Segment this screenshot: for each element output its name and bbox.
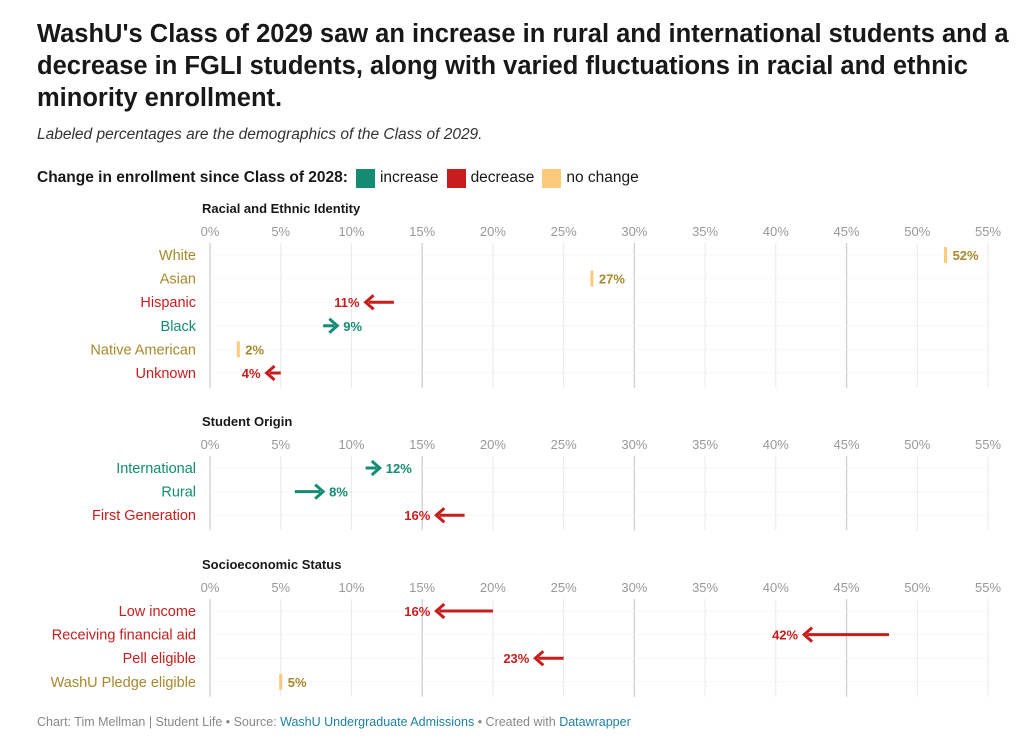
chart-footer: Chart: Tim Mellman | Student Life • Sour… <box>37 715 631 729</box>
category-label: Asian <box>160 272 196 288</box>
x-tick-label: 0% <box>201 437 220 452</box>
x-tick-label: 45% <box>834 437 860 452</box>
x-tick-label: 30% <box>621 437 647 452</box>
nochange-mark <box>236 341 240 358</box>
x-tick-label: 5% <box>271 437 290 452</box>
value-label: 11% <box>334 295 360 310</box>
x-tick-label: 15% <box>409 580 435 595</box>
x-tick-label: 25% <box>551 224 577 239</box>
x-tick-label: 30% <box>621 580 647 595</box>
value-label: 52% <box>953 248 979 263</box>
category-label: Unknown <box>136 366 196 382</box>
x-tick-label: 10% <box>338 437 364 452</box>
x-tick-label: 40% <box>763 580 789 595</box>
x-tick-label: 55% <box>975 437 1001 452</box>
arrow-head <box>264 364 276 382</box>
legend-label-decrease: decrease <box>470 169 535 186</box>
arrow-head <box>801 626 814 643</box>
value-label: 27% <box>599 272 625 287</box>
footer-credit: Chart: Tim Mellman | Student Life • Sour… <box>37 715 281 729</box>
category-label: Native American <box>90 342 196 358</box>
category-label: First Generation <box>92 508 196 524</box>
x-tick-label: 35% <box>692 224 718 239</box>
value-label: 42% <box>772 628 798 643</box>
x-tick-label: 15% <box>409 224 435 239</box>
category-label: Rural <box>161 485 196 501</box>
x-tick-label: 20% <box>480 224 506 239</box>
legend-swatch-increase <box>355 168 375 188</box>
x-tick-label: 20% <box>480 437 506 452</box>
x-tick-label: 50% <box>904 580 930 595</box>
chart-title: WashU's Class of 2029 saw an increase in… <box>37 20 1009 112</box>
value-label: 9% <box>343 319 362 334</box>
x-tick-label: 10% <box>338 224 364 239</box>
arrow-head <box>434 507 446 524</box>
legend-title: Change in enrollment since Class of 2028… <box>37 169 348 186</box>
category-label: International <box>116 461 196 477</box>
value-label: 4% <box>242 366 261 381</box>
x-tick-label: 0% <box>201 224 220 239</box>
category-label: White <box>159 248 196 264</box>
panel-title: Racial and Ethnic Identity <box>202 201 361 216</box>
legend: Change in enrollment since Class of 2028… <box>37 166 647 190</box>
x-tick-label: 35% <box>692 437 718 452</box>
panel-title: Student Origin <box>202 414 292 429</box>
x-tick-label: 40% <box>763 224 789 239</box>
x-tick-label: 30% <box>621 224 647 239</box>
category-label: WashU Pledge eligible <box>51 675 196 691</box>
x-tick-label: 40% <box>763 437 789 452</box>
x-tick-label: 25% <box>551 437 577 452</box>
category-label: Black <box>161 319 197 335</box>
arrow-head <box>434 602 446 620</box>
legend-label-increase: increase <box>379 169 439 186</box>
legend-swatch-decrease <box>446 168 466 188</box>
footer-created-with: • Created with <box>474 715 560 729</box>
x-tick-label: 45% <box>834 224 860 239</box>
value-label: 2% <box>245 342 264 357</box>
chart-subtitle: Labeled percentages are the demographics… <box>37 126 483 143</box>
panel-title: Socioeconomic Status <box>202 557 341 572</box>
x-tick-label: 10% <box>338 580 364 595</box>
legend-swatch-nochange <box>542 168 562 188</box>
x-tick-label: 25% <box>551 580 577 595</box>
nochange-mark <box>944 247 948 263</box>
arrow-head <box>370 459 383 477</box>
arrow-head <box>533 650 545 667</box>
arrow-head <box>314 483 326 500</box>
datawrapper-link[interactable]: Datawrapper <box>559 715 631 729</box>
x-tick-label: 35% <box>692 580 718 595</box>
x-tick-label: 55% <box>975 580 1001 595</box>
value-label: 12% <box>386 461 412 476</box>
nochange-mark <box>279 673 283 690</box>
source-link[interactable]: WashU Undergraduate Admissions <box>280 715 475 729</box>
x-tick-label: 50% <box>904 437 930 452</box>
arrow-head <box>363 294 375 311</box>
category-label: Receiving financial aid <box>52 628 196 644</box>
category-label: Low income <box>119 604 196 620</box>
x-tick-label: 5% <box>271 224 290 239</box>
x-tick-label: 5% <box>271 580 290 595</box>
category-label: Pell eligible <box>123 651 196 667</box>
arrow-chart: Racial and Ethnic Identity 0% 5% 10% 15% 20% 2… <box>51 201 1001 697</box>
x-tick-label: 15% <box>409 437 435 452</box>
category-label: Hispanic <box>140 295 196 311</box>
x-tick-label: 50% <box>904 224 930 239</box>
value-label: 8% <box>329 485 348 500</box>
x-tick-label: 20% <box>480 580 506 595</box>
x-tick-label: 45% <box>834 580 860 595</box>
value-label: 23% <box>503 651 529 666</box>
x-tick-label: 0% <box>201 580 220 595</box>
value-label: 5% <box>288 675 307 690</box>
legend-label-nochange: no change <box>566 169 639 186</box>
x-tick-label: 55% <box>975 224 1001 239</box>
value-label: 16% <box>404 604 430 619</box>
nochange-mark <box>590 270 594 287</box>
arrow-head <box>328 317 340 334</box>
value-label: 16% <box>404 508 430 523</box>
